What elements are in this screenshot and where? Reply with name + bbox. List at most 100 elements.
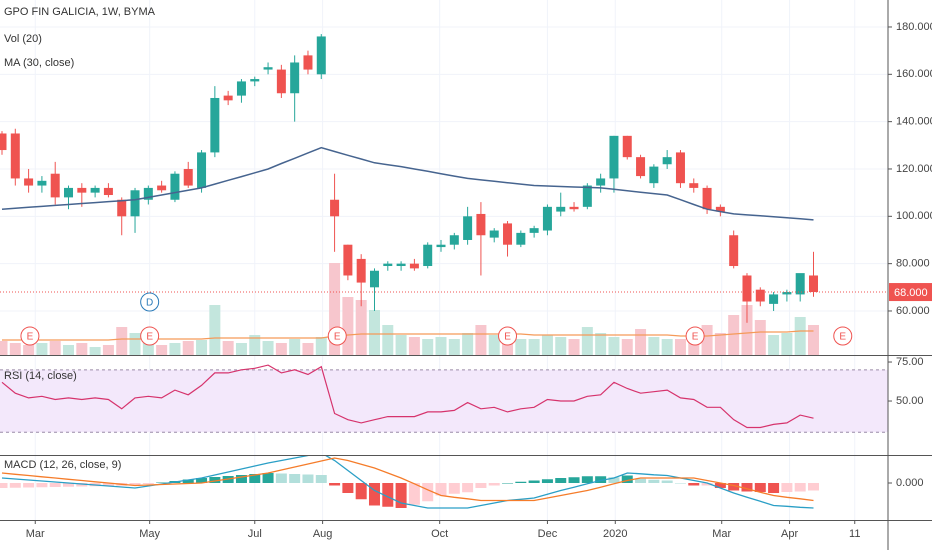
y-tick-label: 160.000: [896, 68, 932, 80]
macd-histogram-bar: [182, 479, 194, 483]
x-tick-label: Mar: [26, 528, 45, 540]
volume-bar: [222, 341, 234, 355]
candle-body: [117, 199, 127, 217]
volume-bar: [515, 339, 527, 355]
volume-legend: Vol (20): [4, 33, 42, 45]
volume-bar: [102, 345, 114, 355]
macd-histogram-bar: [568, 477, 580, 483]
dividend-label: D: [146, 298, 153, 309]
candle-body: [795, 273, 805, 295]
candle-body: [170, 173, 180, 200]
y-tick-label: 120.000: [896, 163, 932, 175]
volume-bar: [169, 343, 181, 355]
candle-body: [343, 244, 353, 276]
macd-histogram-bar: [382, 483, 394, 507]
macd-histogram-bar: [262, 473, 274, 483]
earnings-marker: [327, 326, 347, 346]
volume-bar: [249, 335, 261, 355]
macd-histogram-bar: [63, 483, 75, 487]
macd-histogram-bar: [808, 483, 820, 491]
candle-body: [356, 258, 366, 283]
macd-histogram-bar: [581, 476, 593, 483]
axes: 60.000 80.000 100.000 120.000 140.000 160.000…: [26, 21, 932, 540]
volume-bar: [142, 343, 154, 355]
earnings-label: E: [504, 332, 511, 343]
candle-body: [449, 235, 459, 245]
volume-bar: [342, 297, 354, 355]
x-tick-label: Aug: [313, 528, 333, 540]
macd-histogram-bar: [541, 479, 553, 483]
volume-bar: [23, 345, 35, 355]
macd-histogram-bar: [36, 483, 48, 488]
volume-bar: [435, 337, 447, 355]
macd-histogram-bar: [595, 476, 607, 483]
y-tick-label: 80.000: [896, 258, 930, 270]
macd-histogram-bar: [502, 483, 514, 484]
volume-bar: [289, 339, 301, 355]
volume-bar: [63, 345, 75, 355]
candle-body: [157, 185, 167, 191]
earnings-label: E: [839, 332, 846, 343]
macd-histogram-bar: [302, 474, 314, 483]
candle-body: [210, 97, 220, 153]
candle-body: [223, 95, 233, 101]
earnings-marker: [498, 326, 518, 346]
candle-body: [77, 187, 87, 193]
macd-histogram-bar: [528, 480, 540, 483]
macd-histogram-bar: [728, 483, 740, 491]
x-tick-label: May: [139, 528, 160, 540]
candle-body: [0, 133, 7, 151]
x-tick-label: Jul: [248, 528, 262, 540]
candle-body: [263, 67, 273, 70]
x-tick-label: Apr: [781, 528, 798, 540]
rsi-legend: RSI (14, close): [4, 370, 77, 382]
macd-histogram-bar: [102, 483, 114, 486]
rsi-line: [1, 364, 814, 429]
candle-body: [276, 69, 286, 94]
candle-body: [143, 187, 153, 200]
candle-body: [489, 230, 499, 238]
volume-bar: [701, 325, 713, 355]
volume-ma-line: [2, 330, 814, 341]
macd-histogram-bar: [515, 481, 527, 483]
volume-bar: [794, 317, 806, 355]
candle-body: [622, 135, 632, 158]
macd-histogram-bar: [462, 483, 474, 493]
earnings-label: E: [27, 332, 34, 343]
earnings-label: E: [146, 332, 153, 343]
volume-bar: [528, 339, 540, 355]
volume-bar: [502, 337, 514, 355]
macd-histogram-bar: [395, 483, 407, 508]
macd-histogram-bar: [674, 483, 686, 484]
macd-pane: [0, 455, 856, 520]
volume-bar: [422, 339, 434, 355]
volume-bar: [89, 347, 101, 355]
macd-histogram-bar: [635, 478, 647, 483]
candle-body: [729, 235, 739, 267]
candle-body: [303, 55, 313, 70]
macd-histogram-bar: [315, 475, 327, 483]
candle-body: [103, 187, 113, 196]
macd-histogram-bar: [555, 478, 567, 483]
candle-body: [675, 152, 685, 184]
signal-line: [1, 457, 814, 502]
candle-body: [609, 135, 619, 179]
candle-body: [330, 199, 340, 217]
volume-bar: [196, 340, 208, 355]
candle-body: [569, 206, 579, 210]
main-pane: E E E E E E D: [0, 0, 888, 355]
volume-bar: [808, 325, 820, 355]
volume-bar: [595, 333, 607, 355]
volume-bar: [674, 339, 686, 355]
macd-tick-label: 0.000: [896, 477, 924, 489]
macd-legend: MACD (12, 26, close, 9): [4, 459, 121, 471]
last-price-label: 68.000: [894, 287, 928, 299]
volume-bar: [475, 325, 487, 355]
candle-body: [649, 166, 659, 184]
volume-bar: [635, 329, 647, 355]
macd-histogram-bar: [435, 483, 447, 496]
macd-histogram-bar: [368, 483, 380, 506]
volume-bar: [275, 343, 287, 355]
